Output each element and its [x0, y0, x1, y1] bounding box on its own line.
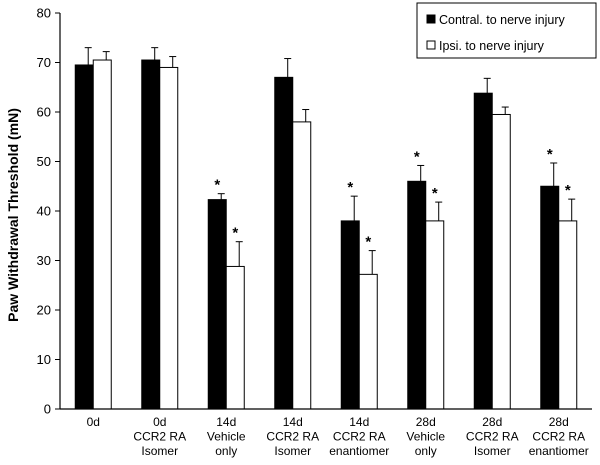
significance-marker: * [347, 179, 353, 196]
category-labels: 0d 0d CCR2 RA Isomer 14d Vehicle only 14d CCR2 R… [87, 415, 589, 458]
category-label: 28d Vehicle only [406, 415, 445, 458]
significance-marker: * [365, 234, 371, 251]
category-label: 14d CCR2 RA Isomer [266, 415, 319, 458]
legend: Contral. to nerve injury Ipsi. to nerve … [416, 2, 597, 59]
bar-ipsilateral [358, 273, 378, 410]
bar-contralateral [141, 59, 161, 410]
y-axis-label: Paw Withdrawal Threshold (mN) [5, 108, 21, 322]
legend-label-ipsilateral: Ipsi. to nerve injury [439, 39, 545, 53]
bar-ipsilateral [558, 220, 578, 410]
bar-contralateral [340, 220, 360, 410]
category-label: 28d CCR2 RA enantiomer [529, 415, 589, 458]
bar-ipsilateral [159, 66, 179, 410]
significance-marker: * [232, 225, 238, 242]
bar-contralateral [274, 76, 294, 410]
significance-marker: * [565, 182, 571, 199]
y-tick-label: 60 [37, 105, 51, 120]
bar-ipsilateral [491, 113, 511, 410]
significance-marker: * [547, 146, 553, 163]
y-tick-label: 80 [37, 6, 51, 21]
category-label: 28d CCR2 RA Isomer [466, 415, 519, 458]
bar-contralateral [74, 64, 94, 410]
bar-series: * * * * * * * * [74, 47, 578, 410]
significance-marker: * [414, 148, 420, 165]
bar-contralateral [207, 199, 227, 410]
bar-contralateral [407, 180, 427, 410]
category-label: 14d CCR2 RA enantiomer [329, 415, 389, 458]
y-tick-label: 20 [37, 303, 51, 318]
y-tick-label: 30 [37, 253, 51, 268]
bar-ipsilateral [292, 121, 312, 410]
significance-marker: * [432, 185, 438, 202]
category-label: 0d CCR2 RA Isomer [133, 415, 186, 458]
y-tick-label: 10 [37, 352, 51, 367]
legend-box [416, 2, 597, 59]
legend-swatch-contralateral [426, 14, 436, 24]
bar-contralateral [540, 185, 560, 410]
legend-swatch-ipsilateral [426, 40, 436, 50]
y-tick-label: 0 [44, 402, 51, 417]
y-tick-label: 70 [37, 55, 51, 70]
category-label: 0d [87, 415, 100, 429]
y-tick-label: 50 [37, 154, 51, 169]
y-tick-label: 40 [37, 204, 51, 219]
bar-contralateral [473, 92, 493, 410]
category-label: 14d Vehicle only [207, 415, 246, 458]
legend-label-contralateral: Contral. to nerve injury [439, 13, 566, 27]
bar-ipsilateral [425, 220, 445, 410]
significance-marker: * [214, 177, 220, 194]
bar-ipsilateral [225, 265, 245, 410]
y-axis-ticks: 0 10 20 30 40 50 60 70 80 [37, 6, 60, 417]
bar-ipsilateral [92, 59, 112, 410]
